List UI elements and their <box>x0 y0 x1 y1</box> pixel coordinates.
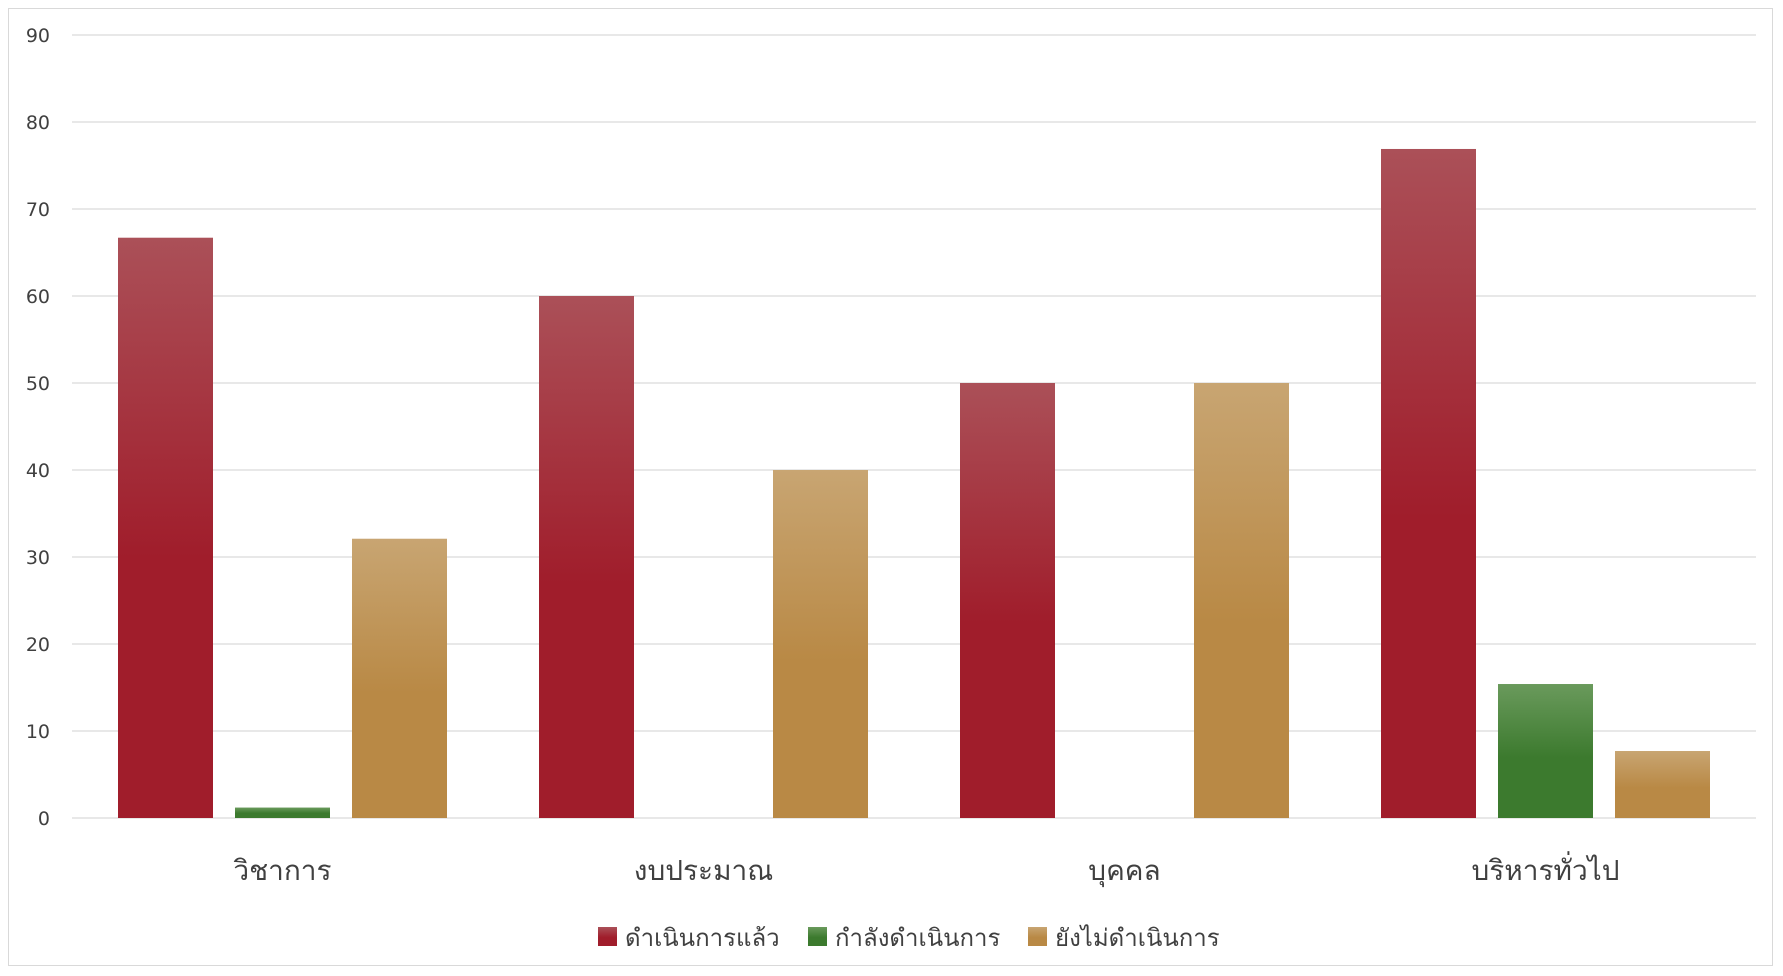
y-tick-label: 30 <box>26 547 50 569</box>
legend-swatch <box>1028 927 1047 946</box>
bars <box>118 148 1710 819</box>
y-tick-label: 10 <box>26 721 50 743</box>
bar <box>773 470 868 818</box>
x-category-label: บริหารทั่วไป <box>1471 851 1619 887</box>
legend: ดำเนินการแล้ว กำลังดำเนินการ ยังไม่ดำเนินก… <box>598 924 1220 952</box>
y-tick-label: 70 <box>26 199 50 221</box>
x-axis: วิชาการ งบประมาณ บุคคล บริหารทั่วไป <box>233 851 1619 888</box>
bar <box>352 538 447 818</box>
x-category-label: วิชาการ <box>233 854 331 887</box>
y-axis: 0 10 20 30 40 50 60 70 80 90 <box>26 25 50 830</box>
bar <box>539 296 634 818</box>
bar <box>960 383 1055 818</box>
y-tick-label: 0 <box>38 808 50 830</box>
bar <box>235 807 330 818</box>
x-category-label: บุคคล <box>1088 854 1160 888</box>
y-tick-label: 50 <box>26 373 50 395</box>
legend-swatch <box>598 927 617 946</box>
chart-frame <box>8 8 1773 966</box>
bar <box>1498 684 1593 818</box>
y-tick-label: 80 <box>26 112 50 134</box>
y-tick-label: 90 <box>26 25 50 47</box>
y-tick-label: 20 <box>26 634 50 656</box>
legend-label: ยังไม่ดำเนินการ <box>1055 924 1220 952</box>
bar <box>1194 383 1289 818</box>
legend-label: ดำเนินการแล้ว <box>625 924 780 952</box>
bar <box>1381 148 1476 819</box>
bar <box>118 237 213 818</box>
legend-swatch <box>808 927 827 946</box>
legend-label: กำลังดำเนินการ <box>835 924 1001 952</box>
y-tick-label: 40 <box>26 460 50 482</box>
bar <box>1615 751 1710 818</box>
x-category-label: งบประมาณ <box>634 854 773 887</box>
y-tick-label: 60 <box>26 286 50 308</box>
